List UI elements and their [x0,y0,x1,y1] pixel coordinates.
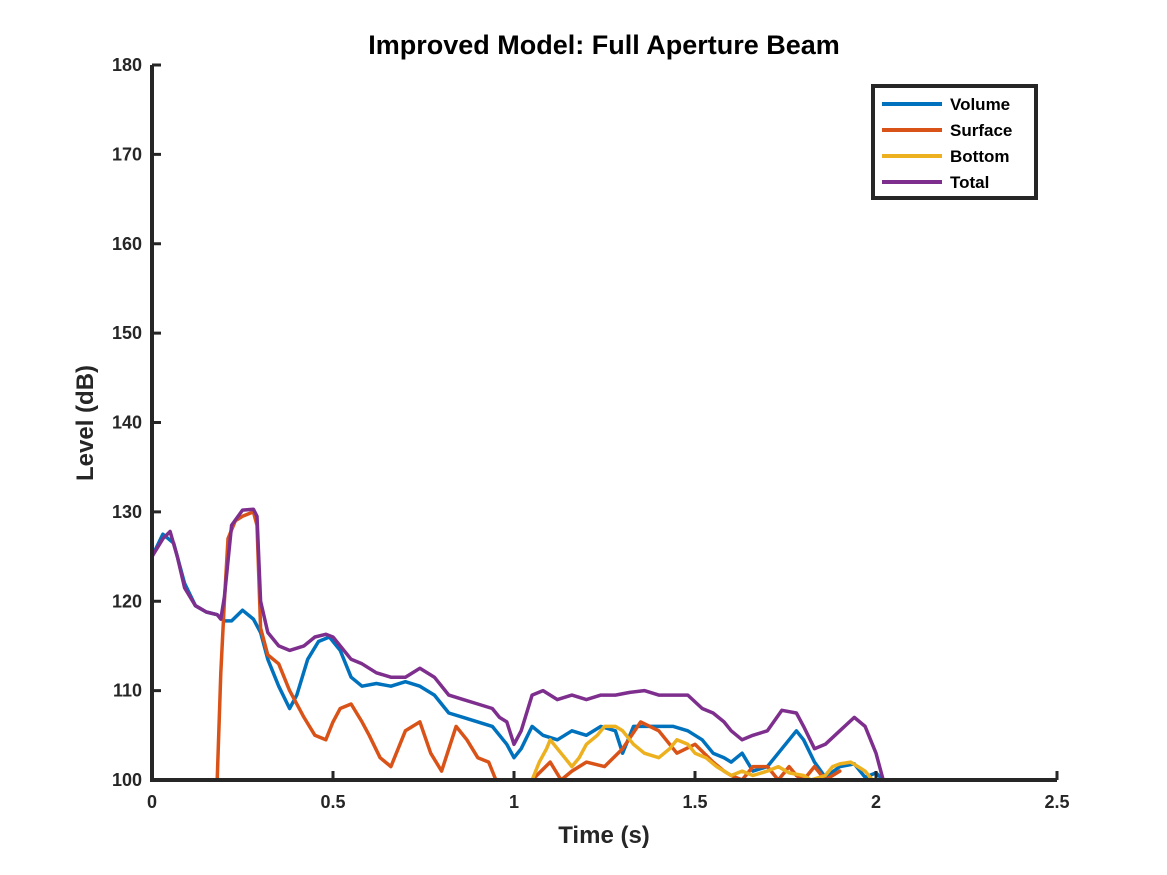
legend-box [871,84,1038,200]
x-tick-label: 2 [871,792,881,812]
legend-label-volume: Volume [950,95,1010,114]
y-tick-label: 100 [112,770,142,790]
x-tick-label: 1.5 [682,792,707,812]
plot-series [150,507,885,782]
series-line-total [150,507,885,782]
series-line-volume [150,532,885,782]
x-tick-label: 2.5 [1044,792,1069,812]
y-tick-label: 160 [112,234,142,254]
y-axis-ticks: 100 110 120 130 140 150 160 170 180 [112,55,161,790]
x-tick-label: 0 [147,792,157,812]
legend-label-total: Total [950,173,989,192]
x-axis-title: Time (s) [558,822,650,849]
y-tick-label: 180 [112,55,142,75]
y-tick-label: 140 [112,413,142,433]
x-tick-label: 1 [509,792,519,812]
legend-label-surface: Surface [950,121,1012,140]
y-tick-label: 110 [113,681,142,701]
y-tick-label: 170 [112,144,142,164]
chart-title: Improved Model: Full Aperture Beam [368,30,840,60]
series-line-bottom [530,724,875,782]
y-tick-label: 120 [112,591,142,611]
x-axis-ticks: 0 0.5 1 1.5 2 2.5 [147,771,1070,812]
y-tick-label: 130 [112,502,142,522]
y-axis-title: Level (dB) [72,365,99,481]
legend: Volume Surface Bottom Total [871,84,1038,200]
x-tick-label: 0.5 [320,792,345,812]
legend-label-bottom: Bottom [950,147,1009,166]
y-tick-label: 150 [112,323,142,343]
